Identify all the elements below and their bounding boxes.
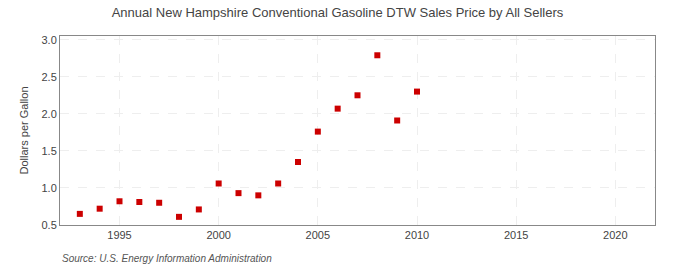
svg-text:2000: 2000	[206, 229, 230, 241]
svg-text:0.5: 0.5	[42, 219, 57, 231]
svg-text:Dollars per Gallon: Dollars per Gallon	[18, 86, 30, 174]
svg-text:1995: 1995	[107, 229, 131, 241]
svg-text:1.5: 1.5	[42, 145, 57, 157]
svg-text:1.0: 1.0	[42, 182, 57, 194]
svg-text:3.0: 3.0	[42, 34, 57, 46]
svg-text:Source: U.S. Energy Informatio: Source: U.S. Energy Information Administ…	[62, 253, 272, 264]
svg-text:2.5: 2.5	[42, 71, 57, 83]
svg-text:2005: 2005	[306, 229, 330, 241]
svg-text:2010: 2010	[405, 229, 429, 241]
svg-text:2015: 2015	[504, 229, 528, 241]
svg-text:2020: 2020	[603, 229, 627, 241]
svg-text:Annual New Hampshire Conventio: Annual New Hampshire Conventional Gasoli…	[112, 5, 564, 20]
svg-text:2.0: 2.0	[42, 108, 57, 120]
